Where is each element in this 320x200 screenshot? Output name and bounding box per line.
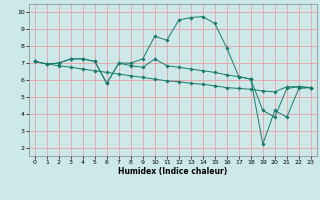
X-axis label: Humidex (Indice chaleur): Humidex (Indice chaleur) [118, 167, 228, 176]
